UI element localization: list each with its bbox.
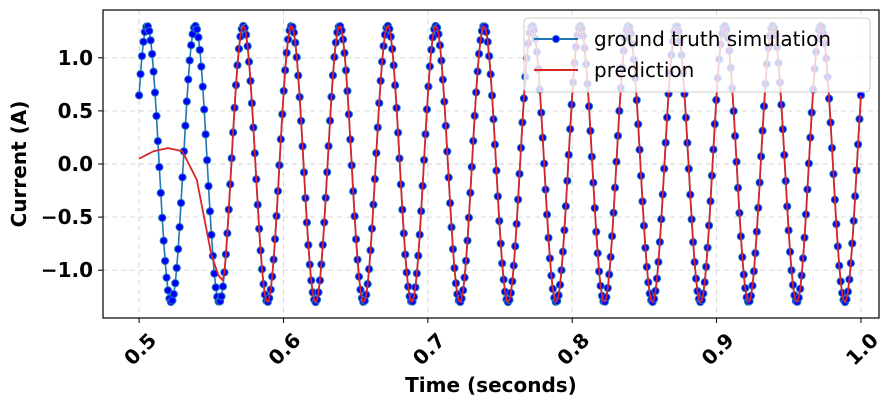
ground-truth-point [198, 82, 207, 91]
ground-truth-point [158, 213, 167, 222]
ground-truth-point [195, 45, 204, 55]
ground-truth-point [150, 88, 160, 97]
ground-truth-point [185, 56, 194, 65]
ground-truth-point [175, 223, 184, 232]
ground-truth-point [145, 26, 154, 36]
ground-truth-point [194, 33, 203, 42]
ground-truth-point [139, 37, 148, 46]
ground-truth-point [187, 41, 196, 50]
ground-truth-point [149, 67, 158, 76]
legend-ground-truth-marker [552, 35, 560, 43]
ground-truth-point [152, 111, 161, 121]
legend-ground-truth-label: ground truth simulation [594, 27, 831, 51]
x-tick-label: 0.8 [552, 328, 594, 370]
ground-truth-point [155, 163, 164, 172]
x-tick-label: 0.7 [408, 328, 450, 370]
ground-truth-point [159, 236, 168, 245]
y-tick-label: −0.5 [41, 205, 93, 229]
ground-truth-point [218, 282, 228, 291]
ground-truth-point [171, 279, 180, 288]
ground-truth-point [197, 62, 206, 71]
prediction-line [138, 24, 862, 304]
ground-truth-point [211, 283, 220, 292]
x-tick-label: 1.0 [841, 328, 883, 370]
y-tick-label: 1.0 [58, 46, 93, 70]
ground-truth-point [174, 244, 183, 254]
ground-truth-point [137, 51, 147, 61]
x-tick-label: 0.9 [697, 328, 739, 370]
y-axis-title: Current (A) [7, 101, 31, 228]
ground-truth-point [172, 263, 181, 273]
ground-truth-point [200, 105, 209, 114]
ground-truth-point [184, 75, 193, 84]
ground-truth-point [136, 70, 145, 79]
ground-truth-point [204, 182, 213, 191]
x-tick-label: 0.5 [119, 328, 161, 370]
ground-truth-point [182, 97, 191, 106]
ground-truth-point [153, 137, 162, 146]
x-tick-label: 0.6 [264, 328, 306, 370]
y-axis-ticks: −1.0 −0.5 0.0 0.5 1.0 [41, 46, 103, 282]
ground-truth-point [192, 25, 202, 34]
ground-truth-point [146, 36, 155, 45]
y-tick-label: 0.5 [58, 99, 93, 123]
ground-truth-point [205, 207, 215, 216]
ground-truth-point [176, 198, 186, 208]
x-axis-ticks: 0.5 0.6 0.7 0.8 0.9 1.0 [119, 318, 883, 370]
ground-truth-point [161, 256, 170, 266]
ground-truth-point [181, 121, 190, 130]
y-tick-label: −1.0 [41, 258, 93, 282]
legend-prediction-label: prediction [594, 58, 694, 82]
ground-truth-point [217, 292, 226, 301]
ground-truth-point [202, 156, 212, 165]
legend-box [523, 17, 871, 93]
ground-truth-point [156, 188, 165, 198]
ground-truth-point [178, 173, 187, 182]
x-axis-title: Time (seconds) [405, 373, 577, 397]
ground-truth-point [134, 91, 144, 100]
ground-truth-point [162, 273, 171, 282]
ground-truth-point [201, 130, 210, 139]
ground-truth-point [148, 49, 157, 59]
ground-truth-point [169, 290, 178, 299]
prediction-series [138, 24, 862, 304]
ground-truth-point [163, 286, 173, 295]
legend: ground truth simulation prediction [523, 17, 871, 93]
y-tick-label: 0.0 [58, 152, 93, 176]
